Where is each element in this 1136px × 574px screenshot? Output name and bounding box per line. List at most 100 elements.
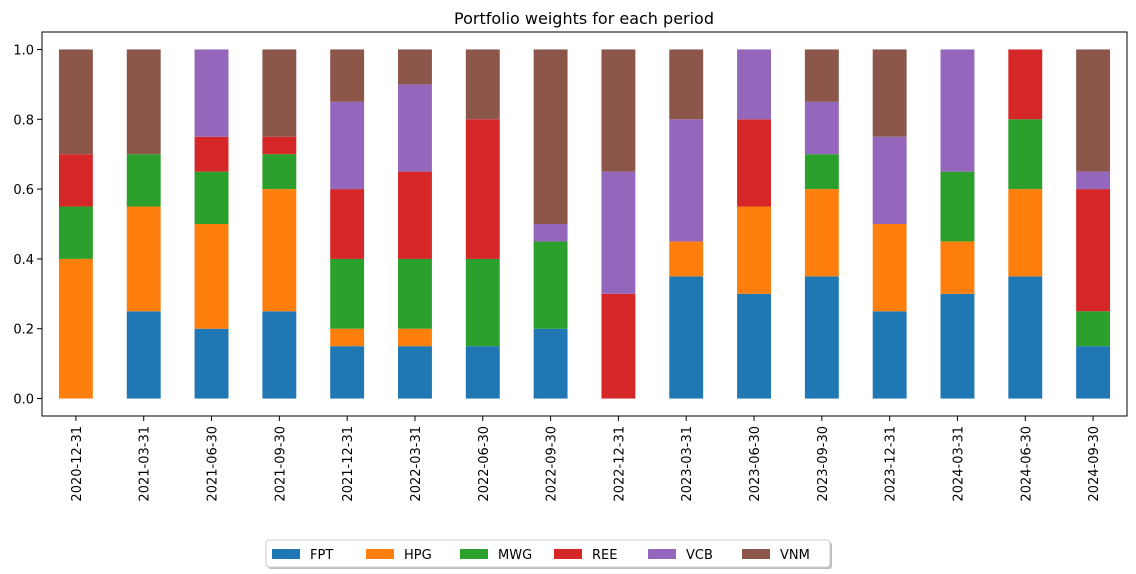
bar-hpg-2022-03-31 (398, 328, 432, 347)
bar-ree-2021-06-30 (194, 136, 229, 172)
bar-ree-2021-09-30 (262, 136, 297, 155)
bar-vnm-2023-12-31 (872, 49, 907, 137)
legend-swatch-vnm (742, 549, 770, 559)
bar-fpt-2022-03-31 (398, 346, 432, 399)
bar-mwg-2022-06-30 (465, 258, 500, 347)
bar-vcb-2022-09-30 (533, 224, 568, 242)
bar-vcb-2024-09-30 (1076, 171, 1111, 190)
y-tick-label: 0.0 (13, 393, 34, 408)
chart-title: Portfolio weights for each period (454, 9, 714, 28)
legend-label-mwg: MWG (498, 548, 532, 563)
legend-swatch-vcb (648, 549, 676, 559)
x-tick-label: 2021-06-30 (206, 426, 221, 502)
x-tick-label: 2020-12-31 (70, 426, 85, 502)
bar-mwg-2021-06-30 (194, 171, 229, 224)
legend-swatch-ree (554, 549, 582, 559)
bar-ree-2020-12-31 (58, 154, 93, 207)
bar-fpt-2021-09-30 (262, 311, 297, 399)
bar-vcb-2024-03-31 (940, 49, 975, 172)
bar-vnm-2024-09-30 (1076, 49, 1111, 172)
bar-hpg-2024-03-31 (940, 241, 975, 294)
y-tick-label: 0.2 (13, 323, 34, 338)
bar-vnm-2022-09-30 (533, 49, 568, 224)
legend-label-ree: REE (592, 548, 617, 563)
bar-fpt-2022-06-30 (465, 346, 500, 399)
x-tick-label: 2021-12-31 (341, 426, 356, 502)
legend-box (265, 539, 831, 568)
bar-ree-2024-09-30 (1076, 189, 1111, 312)
x-tick-label: 2021-09-30 (273, 426, 288, 502)
bar-vnm-2021-03-31 (126, 49, 161, 155)
x-axis: 2020-12-31 2021-03-31 2021-06-30 2021-09-30… (70, 416, 1102, 502)
bar-mwg-2023-09-30 (804, 154, 839, 190)
bar-mwg-2022-09-30 (533, 241, 568, 329)
bar-fpt-2021-03-31 (126, 311, 161, 399)
legend-label-vnm: VNM (780, 548, 810, 563)
bar-mwg-2021-12-31 (330, 258, 365, 329)
bar-vcb-2022-12-31 (601, 171, 636, 294)
bar-mwg-2021-09-30 (262, 154, 297, 190)
bar-fpt-2021-12-31 (330, 346, 365, 399)
bar-hpg-2021-03-31 (126, 206, 161, 312)
bar-ree-2022-03-31 (398, 171, 432, 259)
legend-label-hpg: HPG (404, 548, 432, 563)
x-tick-label: 2023-06-30 (748, 426, 763, 502)
bars-group (58, 49, 1111, 399)
x-tick-label: 2022-03-31 (409, 426, 424, 502)
bar-fpt-2023-03-31 (669, 276, 704, 399)
x-tick-label: 2023-09-30 (816, 426, 831, 502)
bar-vcb-2021-06-30 (194, 49, 229, 137)
bar-vcb-2023-09-30 (804, 101, 839, 155)
bar-ree-2023-06-30 (737, 119, 771, 207)
legend-label-fpt: FPT (310, 548, 333, 563)
x-tick-label: 2024-03-31 (951, 426, 966, 502)
x-tick-label: 2021-03-31 (138, 426, 153, 502)
bar-vnm-2022-06-30 (465, 49, 500, 120)
x-tick-label: 2024-06-30 (1019, 426, 1034, 502)
y-tick-label: 1.0 (13, 43, 34, 58)
bar-mwg-2024-06-30 (1008, 119, 1043, 190)
bar-vnm-2021-12-31 (330, 49, 365, 102)
bar-hpg-2023-03-31 (669, 241, 704, 277)
bar-hpg-2024-06-30 (1008, 189, 1043, 277)
x-tick-label: 2023-12-31 (884, 426, 899, 502)
bar-ree-2021-12-31 (330, 189, 365, 259)
x-tick-label: 2023-03-31 (680, 426, 695, 502)
x-tick-label: 2022-09-30 (545, 426, 560, 502)
bar-vnm-2022-03-31 (398, 49, 432, 85)
bar-fpt-2024-03-31 (940, 293, 975, 399)
y-tick-label: 0.8 (13, 113, 34, 128)
x-tick-label: 2022-12-31 (612, 426, 627, 502)
x-tick-label: 2024-09-30 (1087, 426, 1102, 502)
y-axis: 0.0 0.2 0.4 0.6 0.8 1.0 (13, 43, 42, 408)
bar-vcb-2021-12-31 (330, 101, 365, 190)
bar-fpt-2023-09-30 (804, 276, 839, 399)
bar-hpg-2021-06-30 (194, 224, 229, 329)
y-tick-label: 0.4 (13, 253, 34, 268)
bar-vnm-2023-09-30 (804, 49, 839, 102)
bar-vcb-2023-03-31 (669, 119, 704, 242)
bar-vnm-2022-12-31 (601, 49, 636, 172)
bar-fpt-2024-06-30 (1008, 276, 1043, 399)
bar-hpg-2021-09-30 (262, 189, 297, 312)
bar-vnm-2020-12-31 (58, 49, 93, 155)
legend: FPT HPG MWG REE VCB VNM (265, 539, 832, 569)
legend-label-vcb: VCB (686, 548, 713, 563)
bar-hpg-2023-09-30 (804, 189, 839, 277)
bar-fpt-2023-12-31 (872, 311, 907, 399)
bar-vcb-2022-03-31 (398, 84, 432, 172)
bar-hpg-2021-12-31 (330, 328, 365, 347)
legend-swatch-hpg (366, 549, 394, 559)
bar-ree-2022-12-31 (601, 293, 636, 399)
legend-swatch-fpt (272, 549, 300, 559)
bar-mwg-2022-03-31 (398, 258, 432, 329)
y-tick-label: 0.6 (13, 183, 34, 198)
bar-hpg-2023-12-31 (872, 224, 907, 312)
bar-vcb-2023-12-31 (872, 136, 907, 224)
bar-vcb-2023-06-30 (737, 49, 771, 120)
bar-mwg-2024-09-30 (1076, 311, 1111, 347)
x-tick-label: 2022-06-30 (477, 426, 492, 502)
bar-mwg-2021-03-31 (126, 154, 161, 207)
bar-fpt-2024-09-30 (1076, 346, 1111, 399)
